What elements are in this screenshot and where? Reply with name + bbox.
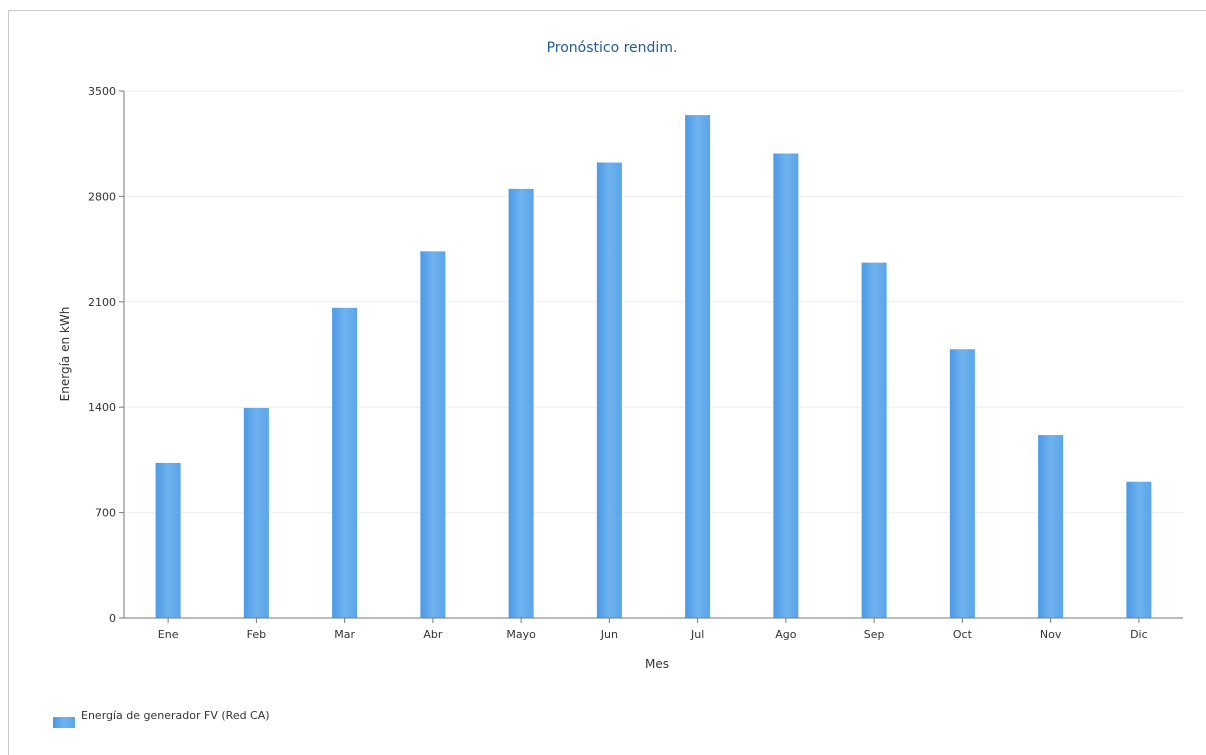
bar-sep[interactable]: [861, 262, 887, 618]
bar-mar[interactable]: [332, 307, 358, 618]
x-tick-label: Feb: [247, 628, 266, 641]
x-tick-label: Sep: [864, 628, 885, 641]
y-tick-labels: 0 700 1400 2100 2800 3500: [88, 85, 116, 625]
y-tick-label: 700: [95, 507, 116, 520]
x-tick-label: Mar: [334, 628, 355, 641]
bar-mayo[interactable]: [508, 188, 534, 618]
bar-oct[interactable]: [949, 349, 975, 618]
bar-dic[interactable]: [1126, 481, 1152, 618]
x-tick-label: Abr: [423, 628, 443, 641]
x-tick-label: Jun: [600, 628, 618, 641]
legend-label: Energía de generador FV (Red CA): [81, 709, 270, 722]
bar-nov[interactable]: [1038, 435, 1064, 618]
legend-swatch: [53, 717, 75, 728]
x-tick-label: Nov: [1040, 628, 1062, 641]
legend: Energía de generador FV (Red CA): [53, 710, 281, 728]
bar-jun[interactable]: [596, 162, 622, 618]
gridlines: [119, 90, 1183, 623]
x-tick-label: Ago: [775, 628, 797, 641]
bar-ago[interactable]: [773, 153, 799, 619]
axes: [123, 91, 1183, 619]
x-tick-label: Jul: [690, 628, 704, 641]
x-tick-label: Ene: [158, 628, 179, 641]
x-axis-label: Mes: [645, 657, 669, 671]
bar-jul[interactable]: [685, 115, 711, 618]
y-tick-label: 2100: [88, 296, 116, 309]
bars: [155, 115, 1152, 619]
chart-title: Pronóstico rendim.: [547, 40, 678, 56]
y-tick-label: 2800: [88, 190, 116, 203]
bar-ene[interactable]: [155, 462, 181, 618]
bar-feb[interactable]: [243, 407, 269, 618]
y-tick-label: 0: [109, 612, 116, 625]
x-tick-labels: Ene Feb Mar Abr Mayo Jun Jul Ago Sep Oct Nov Dic: [158, 628, 1148, 641]
x-tick-label: Mayo: [506, 628, 536, 641]
x-tick-label: Dic: [1130, 628, 1148, 641]
x-tick-label: Oct: [953, 628, 973, 641]
y-tick-label: 1400: [88, 401, 116, 414]
y-axis-label: Energía en kWh: [58, 307, 72, 402]
bar-abr[interactable]: [420, 251, 446, 618]
y-tick-label: 3500: [88, 85, 116, 98]
